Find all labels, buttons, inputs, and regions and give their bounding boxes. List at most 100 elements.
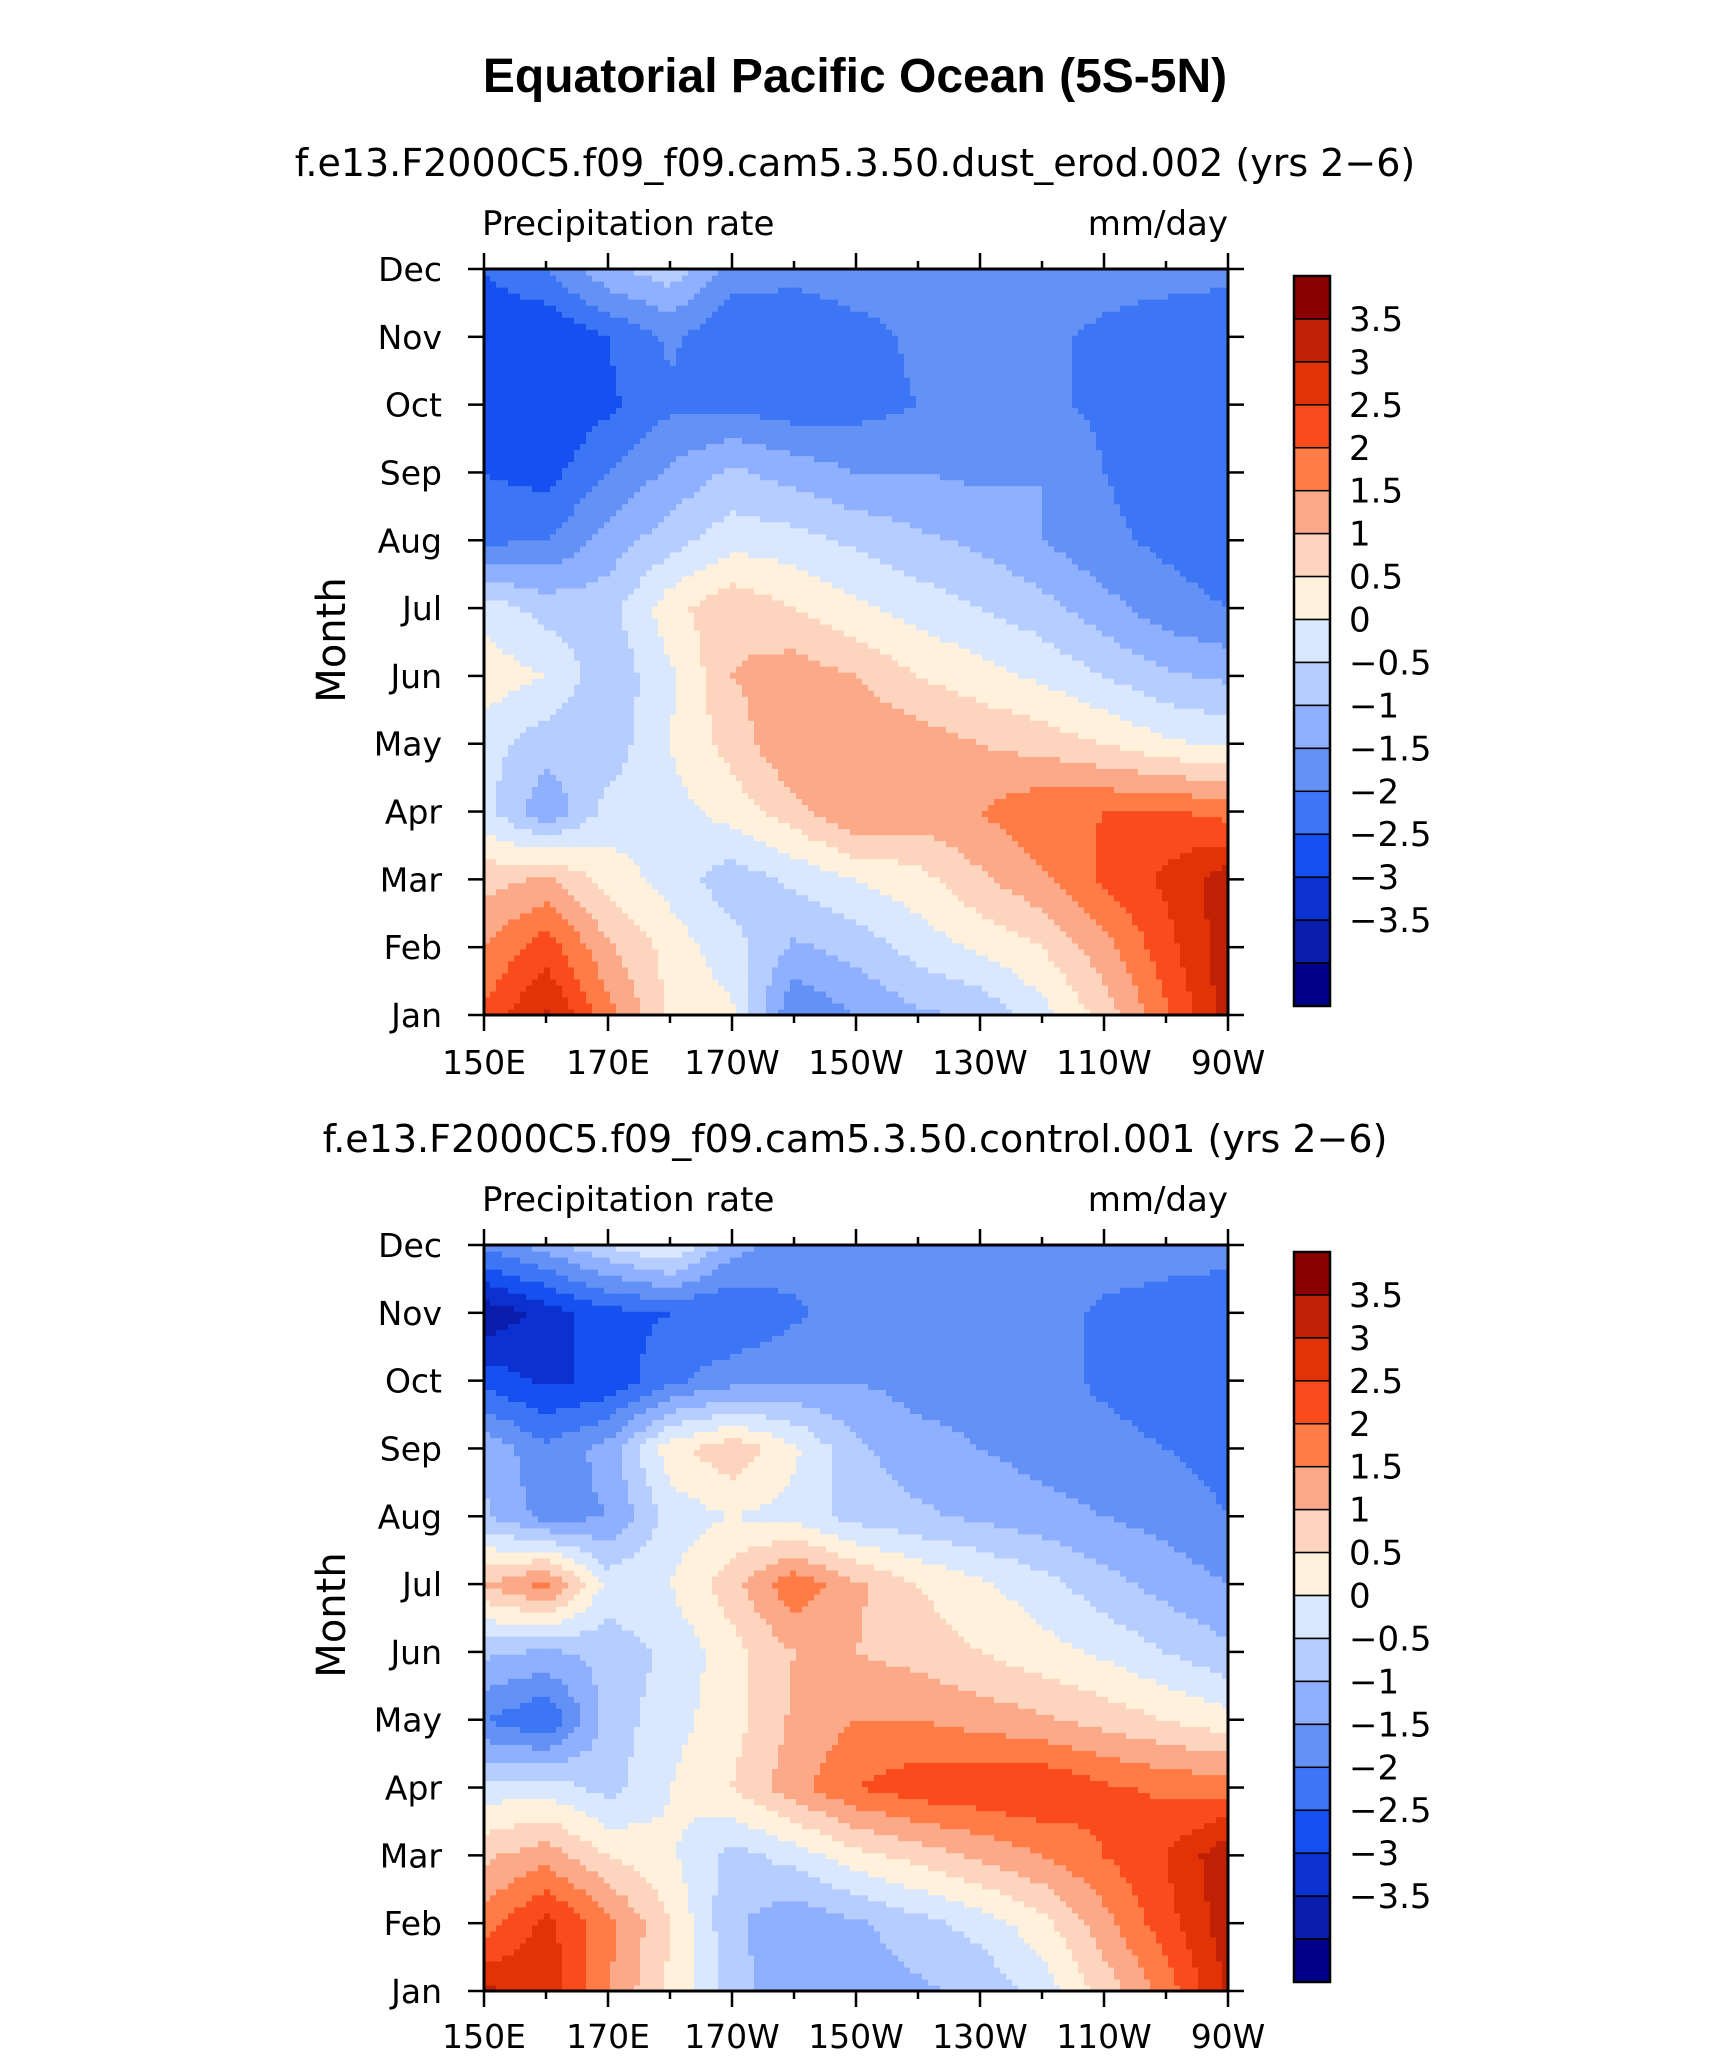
field-cell <box>1102 961 1109 968</box>
field-cell <box>1174 943 1181 950</box>
field-cell <box>1114 853 1121 860</box>
field-cell <box>598 877 605 884</box>
field-cell <box>970 847 977 854</box>
field-cell <box>814 829 821 836</box>
field-cell <box>970 1003 977 1010</box>
field-cell <box>628 985 635 992</box>
field-cell <box>586 931 593 938</box>
field-cell <box>730 859 737 866</box>
field-cell <box>778 979 785 986</box>
field-cell <box>622 919 629 926</box>
field-cell <box>1000 967 1007 974</box>
field-cell <box>868 816 875 823</box>
field-cell <box>1042 925 1049 932</box>
field-cell <box>880 937 887 944</box>
field-cell <box>1054 961 1061 968</box>
field-cell <box>952 985 959 992</box>
field-cell <box>988 943 995 950</box>
field-cell <box>784 967 791 974</box>
field-cell <box>556 955 563 962</box>
field-cell <box>1072 961 1079 968</box>
field-cell <box>1192 955 1199 962</box>
field-cell <box>802 853 809 860</box>
field-cell <box>808 859 815 866</box>
field-cell <box>850 810 857 817</box>
field-cell <box>970 907 977 914</box>
field-cell <box>886 931 893 938</box>
field-cell <box>628 816 635 823</box>
field-cell <box>1192 991 1199 998</box>
field-cell <box>574 955 581 962</box>
field-cell <box>634 961 641 968</box>
field-cell <box>616 913 623 920</box>
field-cell <box>1042 895 1049 902</box>
field-cell <box>916 871 923 878</box>
field-cell <box>988 967 995 974</box>
field-cell <box>736 937 743 944</box>
field-cell <box>700 919 707 926</box>
field-cell <box>832 961 839 968</box>
field-cell <box>964 997 971 1004</box>
field-cell <box>556 877 563 884</box>
field-cell <box>844 877 851 884</box>
field-cell <box>802 883 809 890</box>
field-cell <box>1000 889 1007 896</box>
field-cell <box>1162 973 1169 980</box>
field-cell <box>964 877 971 884</box>
field-cell <box>532 841 539 848</box>
field-cell <box>1072 859 1079 866</box>
field-cell <box>676 901 683 908</box>
field-cell <box>934 847 941 854</box>
field-cell <box>730 961 737 968</box>
field-cell <box>778 822 785 829</box>
field-cell <box>1198 913 1205 920</box>
field-cell <box>964 949 971 956</box>
field-cell <box>1084 895 1091 902</box>
field-cell <box>1180 937 1187 944</box>
field-cell <box>1066 853 1073 860</box>
field-cell <box>946 907 953 914</box>
field-cell <box>682 937 689 944</box>
field-cell <box>850 985 857 992</box>
field-cell <box>550 961 557 968</box>
field-cell <box>706 991 713 998</box>
field-cell <box>1012 967 1019 974</box>
field-cell <box>874 895 881 902</box>
field-cell <box>1102 943 1109 950</box>
field-cell <box>526 877 533 884</box>
field-cell <box>1120 955 1127 962</box>
field-cell <box>1180 871 1187 878</box>
field-cell <box>1162 979 1169 986</box>
field-cell <box>562 901 569 908</box>
field-cell <box>850 895 857 902</box>
field-cell <box>928 841 935 848</box>
field-cell <box>1054 847 1061 854</box>
field-cell <box>688 889 695 896</box>
field-cell <box>994 913 1001 920</box>
field-cell <box>1054 937 1061 944</box>
field-cell <box>610 1003 617 1010</box>
field-cell <box>532 810 539 817</box>
field-cell <box>796 804 803 811</box>
field-cell <box>718 822 725 829</box>
field-cell <box>1018 925 1025 932</box>
field-cell <box>1108 877 1115 884</box>
field-cell <box>922 859 929 866</box>
field-cell <box>1006 943 1013 950</box>
field-cell <box>988 822 995 829</box>
field-cell <box>964 925 971 932</box>
field-cell <box>1156 816 1163 823</box>
field-cell <box>598 901 605 908</box>
field-cell <box>982 937 989 944</box>
field-cell <box>514 943 521 950</box>
field-cell <box>832 913 839 920</box>
field-cell <box>1180 859 1187 866</box>
field-cell <box>604 877 611 884</box>
field-cell <box>1066 871 1073 878</box>
field-cell <box>1018 859 1025 866</box>
panel-subtitle: f.e13.F2000C5.f09_f09.cam5.3.50.dust_ero… <box>295 141 1416 185</box>
field-cell <box>616 883 623 890</box>
field-cell <box>1060 979 1067 986</box>
field-cell <box>904 889 911 896</box>
field-cell <box>1156 877 1163 884</box>
